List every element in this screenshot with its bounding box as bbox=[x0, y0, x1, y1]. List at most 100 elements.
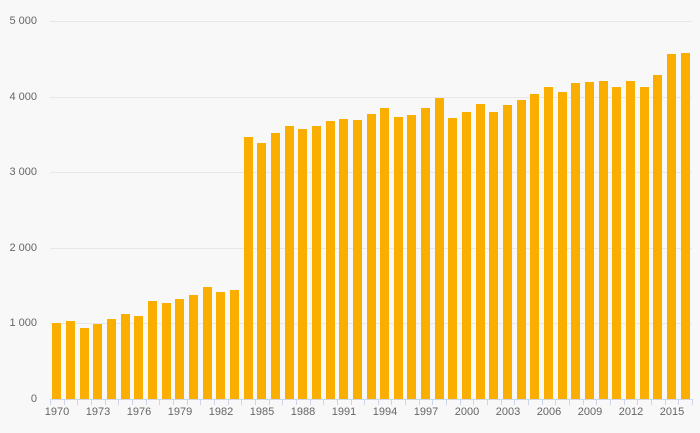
x-axis-tick bbox=[624, 400, 625, 405]
bar-1985[interactable] bbox=[257, 143, 266, 399]
bar-1991[interactable] bbox=[339, 119, 348, 399]
x-axis-tick bbox=[583, 400, 584, 405]
bar-1993[interactable] bbox=[367, 114, 376, 399]
x-axis-tick bbox=[651, 400, 652, 405]
x-axis-tick bbox=[665, 400, 666, 405]
x-axis-tick bbox=[296, 400, 297, 405]
x-axis-label: 1973 bbox=[85, 406, 111, 418]
x-axis-tick bbox=[228, 400, 229, 405]
bar-2005[interactable] bbox=[530, 94, 539, 399]
x-axis-tick bbox=[514, 400, 515, 405]
x-axis-label: 1982 bbox=[208, 406, 234, 418]
x-axis-tick bbox=[187, 400, 188, 405]
x-axis-tick bbox=[282, 400, 283, 405]
x-axis-tick bbox=[391, 400, 392, 405]
x-axis-tick bbox=[200, 400, 201, 405]
bar-2011[interactable] bbox=[612, 87, 621, 399]
x-axis-tick bbox=[501, 400, 502, 405]
bar-1999[interactable] bbox=[448, 118, 457, 399]
bar-1990[interactable] bbox=[326, 121, 335, 399]
bar-1971[interactable] bbox=[66, 321, 75, 399]
x-axis-tick bbox=[432, 400, 433, 405]
bar-1988[interactable] bbox=[298, 129, 307, 399]
bar-2016[interactable] bbox=[681, 53, 690, 399]
x-axis-tick bbox=[146, 400, 147, 405]
bar-1998[interactable] bbox=[435, 98, 444, 399]
x-axis-label: 2012 bbox=[618, 406, 644, 418]
x-axis-label: 2015 bbox=[659, 406, 685, 418]
x-axis-line bbox=[50, 399, 693, 400]
bar-1975[interactable] bbox=[121, 314, 130, 399]
x-axis-tick bbox=[159, 400, 160, 405]
bar-1972[interactable] bbox=[80, 328, 89, 399]
x-axis-tick bbox=[487, 400, 488, 405]
x-axis-tick bbox=[337, 400, 338, 405]
bar-1996[interactable] bbox=[407, 115, 416, 399]
x-axis-tick bbox=[460, 400, 461, 405]
bar-2010[interactable] bbox=[599, 81, 608, 399]
x-axis-tick bbox=[64, 400, 65, 405]
bar-1980[interactable] bbox=[189, 295, 198, 399]
x-axis-tick bbox=[255, 400, 256, 405]
bar-1982[interactable] bbox=[216, 292, 225, 399]
bar-2006[interactable] bbox=[544, 87, 553, 399]
bar-2013[interactable] bbox=[640, 87, 649, 399]
x-axis-label: 1976 bbox=[126, 406, 152, 418]
x-axis-tick bbox=[678, 400, 679, 405]
x-axis-tick bbox=[241, 400, 242, 405]
bar-2000[interactable] bbox=[462, 112, 471, 399]
bar-1981[interactable] bbox=[203, 287, 212, 399]
x-axis-tick bbox=[91, 400, 92, 405]
x-axis-tick bbox=[118, 400, 119, 405]
bar-2004[interactable] bbox=[517, 100, 526, 399]
bar-1974[interactable] bbox=[107, 319, 116, 399]
bar-1973[interactable] bbox=[93, 324, 102, 399]
x-axis-tick bbox=[323, 400, 324, 405]
bar-2015[interactable] bbox=[667, 54, 676, 399]
y-axis-label: 4 000 bbox=[9, 91, 37, 103]
bar-2009[interactable] bbox=[585, 82, 594, 399]
x-axis-tick bbox=[378, 400, 379, 405]
x-axis-tick bbox=[351, 400, 352, 405]
bar-1970[interactable] bbox=[52, 323, 61, 399]
x-axis-tick bbox=[364, 400, 365, 405]
x-axis-tick bbox=[419, 400, 420, 405]
bar-1984[interactable] bbox=[244, 137, 253, 399]
bar-1989[interactable] bbox=[312, 126, 321, 399]
bar-1979[interactable] bbox=[175, 299, 184, 399]
bar-2002[interactable] bbox=[489, 112, 498, 399]
bar-2001[interactable] bbox=[476, 104, 485, 399]
x-axis-tick bbox=[692, 400, 693, 405]
x-axis-tick bbox=[637, 400, 638, 405]
bar-1977[interactable] bbox=[148, 301, 157, 399]
bar-2007[interactable] bbox=[558, 92, 567, 399]
x-axis-tick bbox=[528, 400, 529, 405]
x-axis-label: 1997 bbox=[413, 406, 439, 418]
bar-1983[interactable] bbox=[230, 290, 239, 399]
x-axis-tick bbox=[269, 400, 270, 405]
bar-1978[interactable] bbox=[162, 303, 171, 399]
x-axis-label: 2000 bbox=[454, 406, 480, 418]
bar-1995[interactable] bbox=[394, 117, 403, 399]
y-axis-label: 3 000 bbox=[9, 166, 37, 178]
bar-1987[interactable] bbox=[285, 126, 294, 399]
y-axis-label: 5 000 bbox=[9, 15, 37, 27]
bar-1994[interactable] bbox=[380, 108, 389, 399]
bar-1997[interactable] bbox=[421, 108, 430, 399]
x-axis-tick bbox=[214, 400, 215, 405]
x-axis-label: 1979 bbox=[167, 406, 193, 418]
bar-1986[interactable] bbox=[271, 133, 280, 399]
bar-1992[interactable] bbox=[353, 120, 362, 399]
x-axis-label: 1970 bbox=[44, 406, 70, 418]
bar-2008[interactable] bbox=[571, 83, 580, 399]
x-axis-tick bbox=[50, 400, 51, 405]
y-axis-label: 0 bbox=[30, 393, 37, 405]
x-axis-tick bbox=[310, 400, 311, 405]
x-axis-tick bbox=[173, 400, 174, 405]
bar-1976[interactable] bbox=[134, 316, 143, 399]
bar-2012[interactable] bbox=[626, 81, 635, 399]
bar-2003[interactable] bbox=[503, 105, 512, 399]
bar-2014[interactable] bbox=[653, 75, 662, 399]
x-axis-label: 2009 bbox=[577, 406, 603, 418]
